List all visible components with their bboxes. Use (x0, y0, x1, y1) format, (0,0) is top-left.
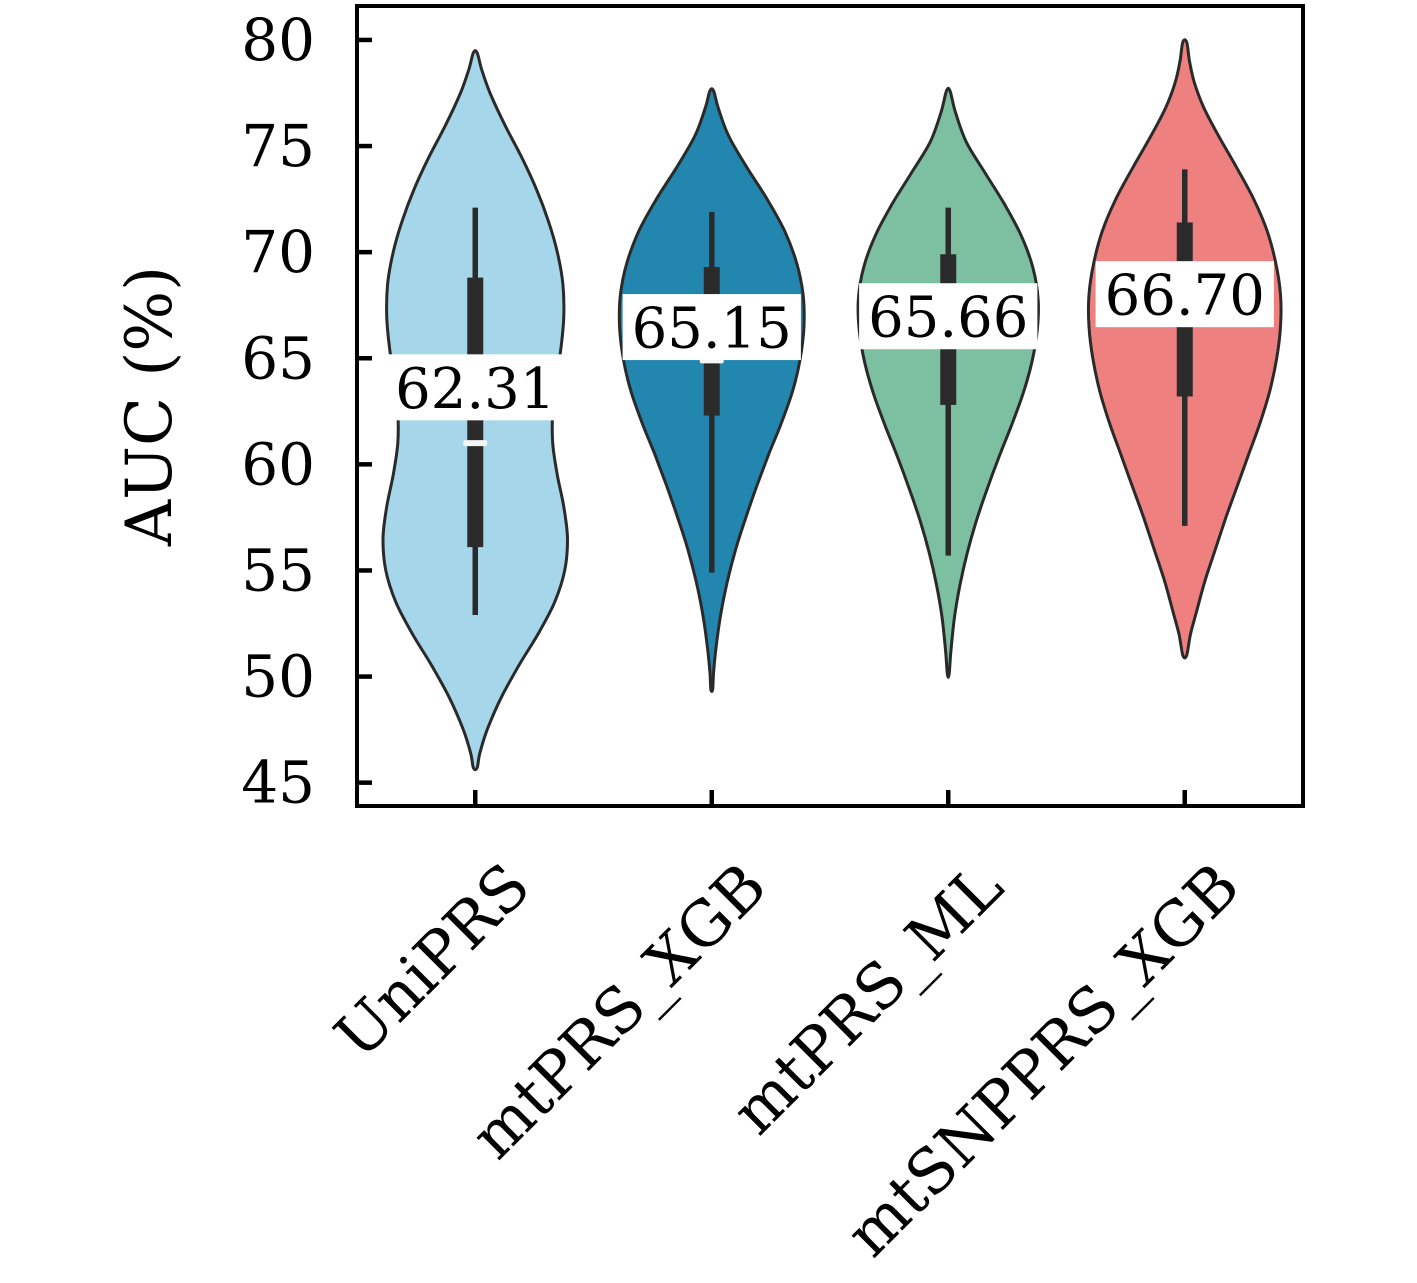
y-tick-label-50: 50 (241, 643, 315, 711)
mean-label-box (1095, 261, 1274, 328)
mean-label: 62.31 (395, 357, 555, 422)
y-tick-label-75: 75 (241, 112, 315, 180)
mean-label: 65.15 (632, 297, 792, 362)
y-tick-label-65: 65 (241, 324, 315, 392)
y-tick-label-45: 45 (241, 749, 315, 817)
y-tick-label-80: 80 (241, 6, 315, 74)
mean-label: 65.66 (868, 286, 1028, 351)
y-axis-label: AUC (%) (113, 266, 187, 547)
mean-label-box (386, 354, 565, 421)
mean-label-box (622, 294, 801, 361)
median-dash (463, 440, 488, 447)
y-tick-label-70: 70 (241, 218, 315, 286)
x-tick-label-mtSNPPRS_XGB: mtSNPPRS_XGB (832, 849, 1254, 1271)
x-tick-label-UniPRS: UniPRS (320, 849, 543, 1072)
y-tick-label-55: 55 (241, 536, 315, 604)
mean-label-box (859, 283, 1038, 350)
y-tick-label-60: 60 (241, 430, 315, 498)
mean-label: 66.70 (1105, 264, 1265, 329)
